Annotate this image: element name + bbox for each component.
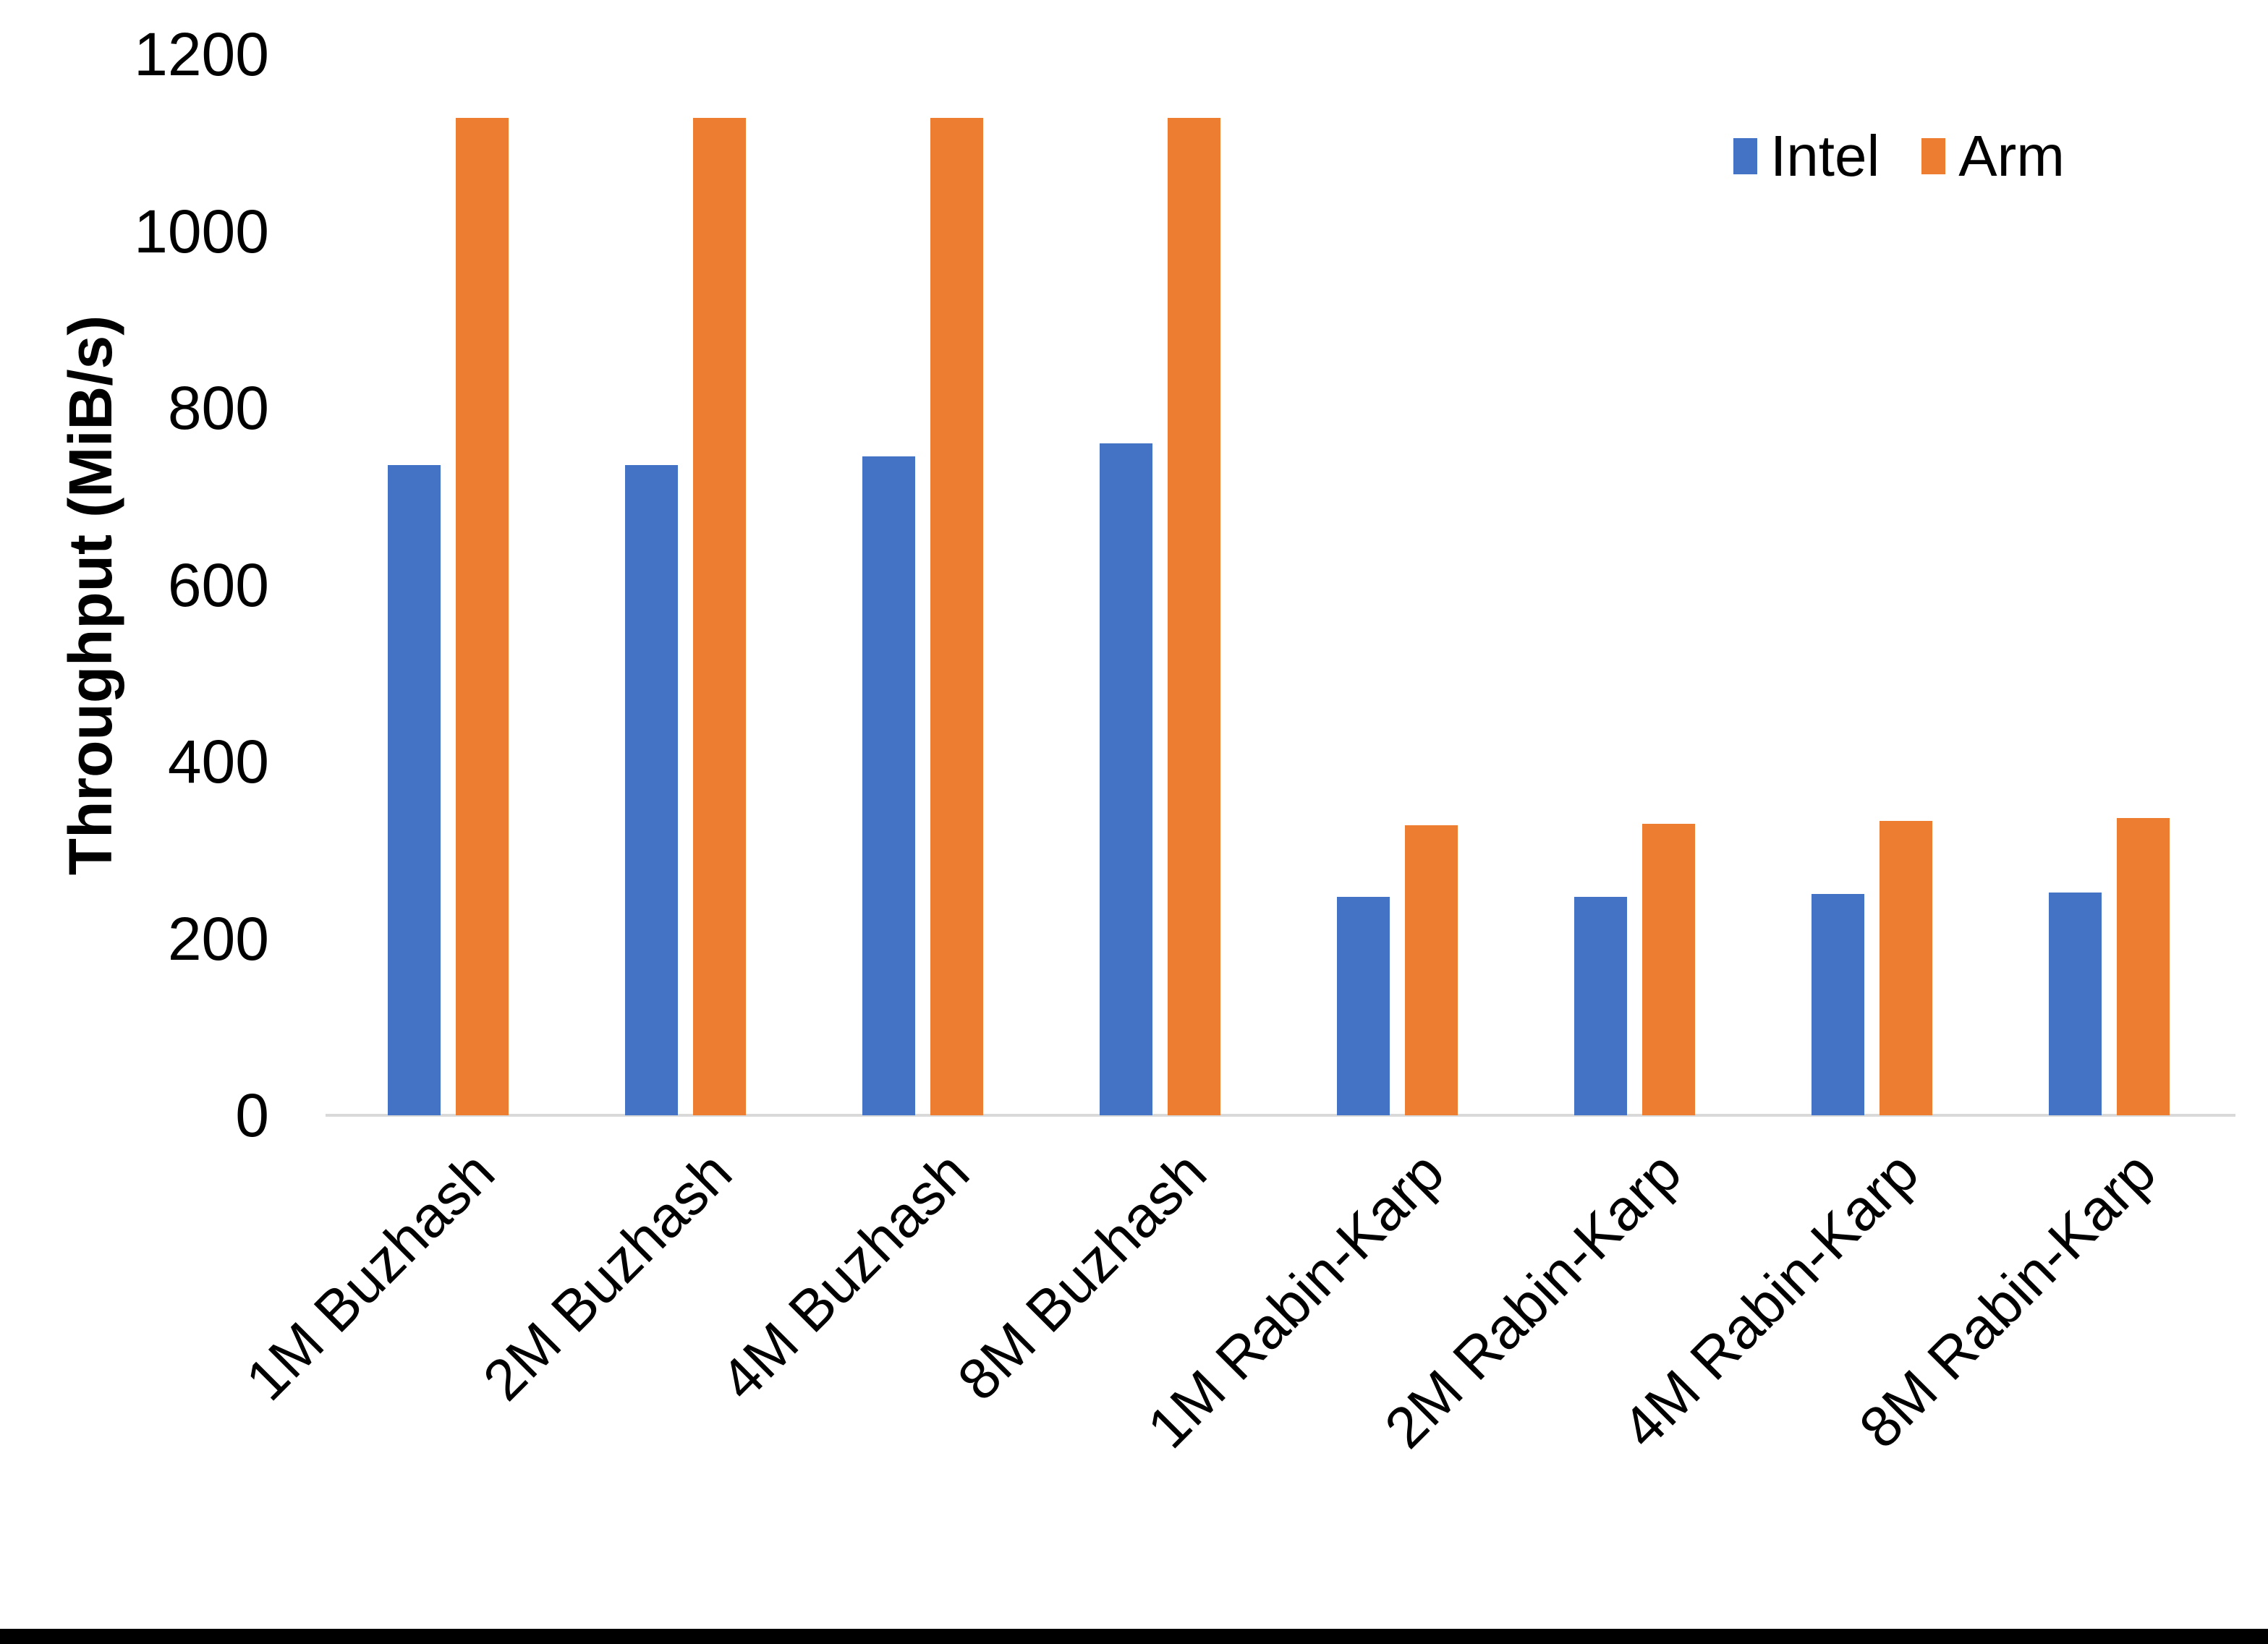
bar-arm-2m-rabin-karp [1641,824,1695,1115]
legend-item-arm: Arm [1921,122,2065,191]
bar-arm-1m-rabin-karp [1404,825,1458,1115]
bar-arm-8m-rabin-karp [2116,818,2170,1115]
y-tick-label-800: 800 [167,374,269,442]
bar-intel-1m-buzhash [387,465,441,1115]
bar-intel-1m-rabin-karp [1336,897,1390,1115]
legend: Intel Arm [1733,122,2065,191]
y-tick-label-600: 600 [167,550,269,619]
y-tick-label-1000: 1000 [134,197,269,265]
bar-intel-8m-buzhash [1099,443,1152,1115]
bar-intel-2m-rabin-karp [1573,897,1627,1115]
bar-intel-2m-buzhash [624,465,678,1115]
legend-item-intel: Intel [1733,122,1880,191]
legend-swatch-arm [1921,138,1946,174]
bar-arm-4m-buzhash [930,118,983,1115]
y-tick-label-1200: 1200 [134,20,269,88]
bar-arm-2m-buzhash [692,118,746,1115]
legend-swatch-intel [1733,138,1757,174]
x-category-label-1m-buzhash: 1M Buzhash [234,1139,507,1413]
bar-arm-8m-buzhash [1167,118,1220,1115]
x-axis-line [326,1114,2235,1117]
bottom-border [0,1629,2268,1644]
bar-intel-8m-rabin-karp [2048,893,2102,1115]
bar-arm-1m-buzhash [455,118,509,1115]
x-category-label-2m-buzhash: 2M Buzhash [471,1139,744,1413]
y-tick-label-400: 400 [167,728,269,796]
y-tick-label-200: 200 [167,904,269,973]
bar-intel-4m-buzhash [862,456,915,1115]
bar-arm-4m-rabin-karp [1879,821,1932,1115]
x-category-label-4m-buzhash: 4M Buzhash [708,1139,982,1413]
y-tick-label-0: 0 [235,1081,269,1149]
legend-label-intel: Intel [1770,124,1880,188]
legend-label-arm: Arm [1958,124,2065,188]
bar-intel-4m-rabin-karp [1811,894,1864,1115]
